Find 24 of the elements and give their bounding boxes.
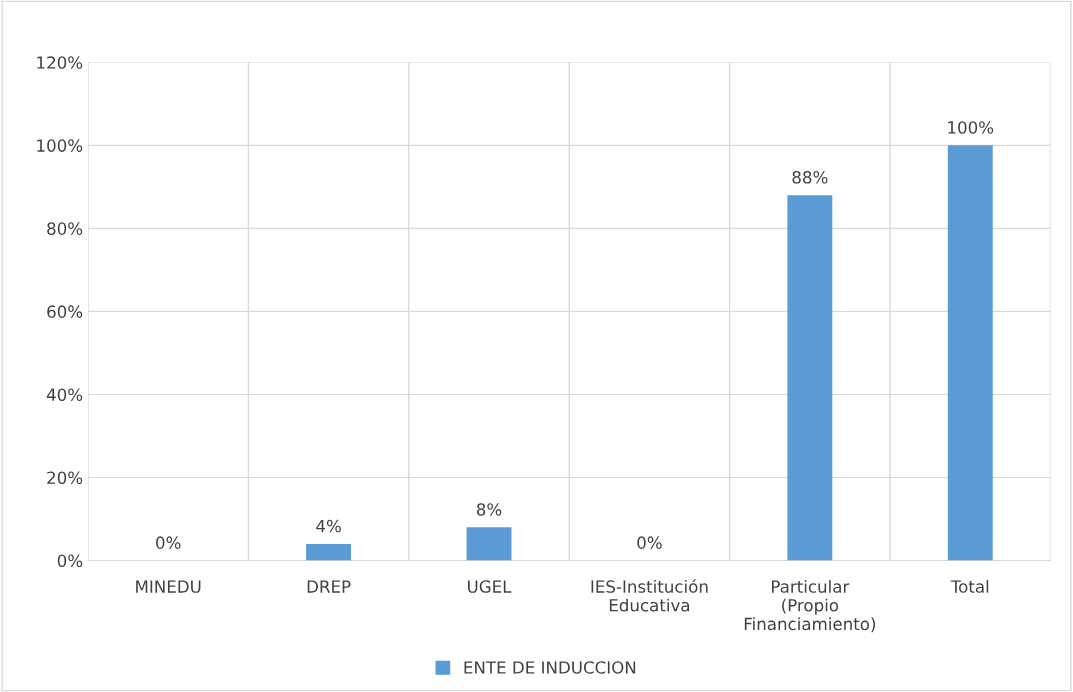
x-tick-label: MINEDU (136, 580, 201, 593)
y-tick-label: 80% (47, 222, 83, 235)
bar (306, 543, 352, 561)
x-tick-label: DREP (307, 580, 351, 593)
bar (466, 527, 512, 561)
y-tick-label: 100% (37, 139, 83, 152)
y-tick-label: 0% (57, 554, 83, 568)
data-label: 4% (316, 519, 341, 533)
data-label: 100% (948, 121, 994, 134)
y-tick-label: 60% (47, 305, 83, 318)
bar (787, 195, 833, 561)
x-tick-label: Particular (Propio Financiamiento) (744, 579, 876, 633)
y-tick-label: 40% (46, 388, 83, 402)
y-tick-label: 20% (47, 471, 83, 485)
data-label: 88% (792, 170, 828, 184)
x-tick-label: UGEL (468, 580, 512, 593)
data-label: 8% (476, 503, 502, 516)
x-tick-label: IES-Institución Educativa (591, 579, 708, 612)
legend-label: ENTE DE INDUCCION (464, 661, 636, 674)
data-label: 0% (156, 536, 181, 549)
y-tick-label: 120% (37, 56, 83, 69)
x-tick-label: Total (950, 579, 989, 593)
bar (947, 145, 993, 561)
data-label: 0% (637, 536, 662, 549)
